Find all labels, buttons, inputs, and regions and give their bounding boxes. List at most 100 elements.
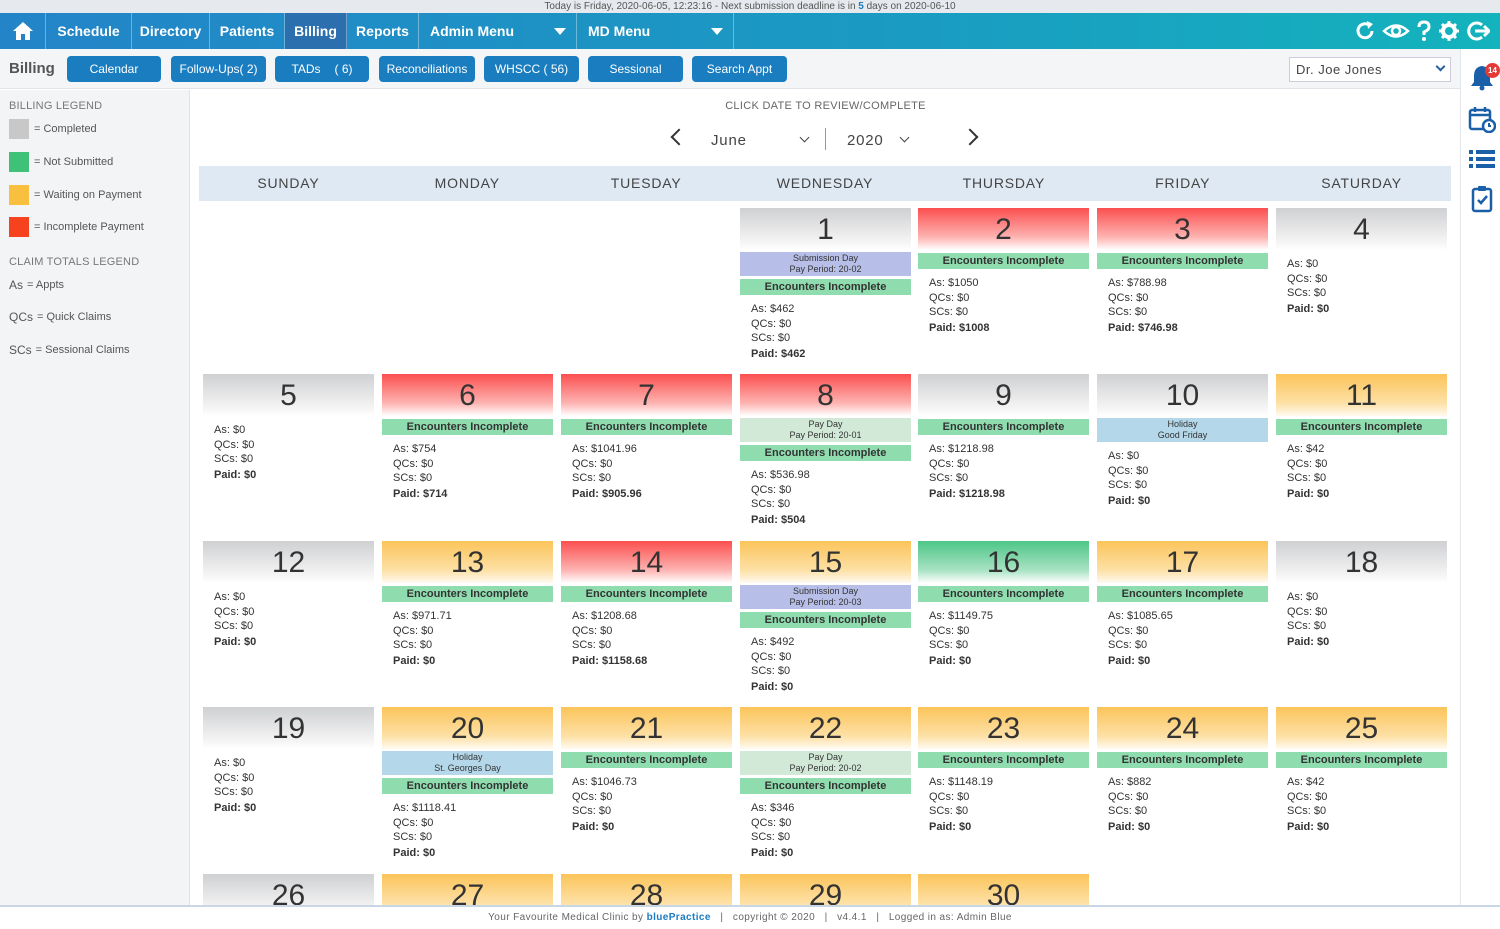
encounters-incomplete-badge[interactable]: Encounters Incomplete [918, 586, 1089, 602]
whscc-button[interactable]: WHSCC ( 56) [484, 56, 579, 82]
encounters-incomplete-badge[interactable]: Encounters Incomplete [740, 279, 911, 295]
chevron-down-icon[interactable] [899, 132, 910, 143]
paid-value: $0 [243, 468, 257, 481]
nav-reports[interactable]: Reports [347, 13, 419, 49]
help-icon[interactable] [1416, 20, 1432, 42]
calendar-day[interactable]: 15 Submission Day Pay Period: 20-03 Encount… [740, 541, 911, 694]
encounters-incomplete-badge[interactable]: Encounters Incomplete [561, 752, 732, 768]
calendar-day[interactable]: 16 Encounters Incomplete As: $1149.75 QCs: … [918, 541, 1089, 668]
chevron-down-icon [1435, 61, 1446, 72]
search-appt-button[interactable]: Search Appt [692, 56, 787, 82]
calendar-button[interactable]: Calendar [67, 56, 161, 82]
sessional-button[interactable]: Sessional [588, 56, 683, 82]
paid-value: $0 [1137, 820, 1151, 833]
appts-total: As: $346 [751, 802, 795, 814]
calendar-day[interactable]: 3 Encounters Incomplete As: $788.98 QCs: $0… [1097, 208, 1268, 335]
encounters-incomplete-badge[interactable]: Encounters Incomplete [1276, 419, 1447, 435]
calendar-day[interactable]: 9 Encounters Incomplete As: $1218.98 QCs: $… [918, 374, 1089, 501]
qcs-value: $0 [779, 483, 792, 496]
nav-billing[interactable]: Billing [285, 13, 347, 49]
quick-claims-total: QCs: $0 [1287, 605, 1328, 618]
calendar-day[interactable]: 26 [203, 874, 374, 905]
calendar-day[interactable]: 4 As: $0 QCs: $0 SCs: $0 Paid: $0 [1276, 208, 1447, 316]
nav-schedule[interactable]: Schedule [46, 13, 132, 49]
calendar-day[interactable]: 30 [918, 874, 1089, 905]
legend-item-incomplete: = Incomplete Payment [9, 217, 144, 237]
calendar-day[interactable]: 22 Pay Day Pay Period: 20-02 Encounters Inc… [740, 707, 911, 860]
day-number: 17 [1097, 541, 1268, 583]
calendar-day[interactable]: 1 Submission Day Pay Period: 20-02 Encounte… [740, 208, 911, 361]
calendar-day[interactable]: 23 Encounters Incomplete As: $1148.19 QCs: … [918, 707, 1089, 834]
legend-abbr: As [9, 278, 24, 292]
footer: Your Favourite Medical Clinic by bluePra… [0, 905, 1500, 929]
list-icon[interactable] [1468, 145, 1496, 173]
gear-icon[interactable] [1438, 20, 1460, 42]
calendar-day[interactable]: 10 Holiday Good Friday As: $0 QCs: $0 SCs: $0… [1097, 374, 1268, 508]
appts-value: $0 [1305, 258, 1319, 270]
encounters-incomplete-badge[interactable]: Encounters Incomplete [918, 419, 1089, 435]
encounters-incomplete-badge[interactable]: Encounters Incomplete [382, 419, 553, 435]
encounters-incomplete-badge[interactable]: Encounters Incomplete [561, 419, 732, 435]
refresh-icon[interactable] [1354, 20, 1376, 42]
next-month-arrow-icon[interactable] [961, 128, 979, 146]
admin-menu-dropdown[interactable]: Admin Menu [419, 13, 577, 49]
eye-icon[interactable] [1382, 20, 1410, 42]
quick-claims-total: QCs: $0 [929, 790, 970, 803]
calendar-day[interactable]: 2 Encounters Incomplete As: $1050 QCs: $0 SC… [918, 208, 1089, 335]
calendar-day[interactable]: 13 Encounters Incomplete As: $971.71 QCs: $… [382, 541, 553, 668]
paid-total: Paid: $504 [751, 513, 806, 526]
encounters-incomplete-badge[interactable]: Encounters Incomplete [1097, 253, 1268, 269]
tads-button[interactable]: TADs ( 6) [275, 56, 369, 82]
qcs-value: $0 [421, 624, 434, 637]
calendar-day[interactable]: 14 Encounters Incomplete As: $1208.68 QCs: … [561, 541, 732, 668]
reconciliations-button[interactable]: Reconciliations [379, 56, 475, 82]
encounters-incomplete-badge[interactable]: Encounters Incomplete [1276, 752, 1447, 768]
encounters-incomplete-badge[interactable]: Encounters Incomplete [740, 445, 911, 461]
calendar-day[interactable]: 11 Encounters Incomplete As: $42 QCs: $0 SCs… [1276, 374, 1447, 501]
calendar-day[interactable]: 19 As: $0 QCs: $0 SCs: $0 Paid: $0 [203, 707, 374, 815]
scs-value: $0 [1313, 472, 1327, 484]
encounters-incomplete-badge[interactable]: Encounters Incomplete [561, 586, 732, 602]
calendar-day[interactable]: 20 Holiday St. Georges Day Encounters Incom… [382, 707, 553, 860]
calendar-day[interactable]: 18 As: $0 QCs: $0 SCs: $0 Paid: $0 [1276, 541, 1447, 649]
md-menu-dropdown[interactable]: MD Menu [577, 13, 734, 49]
home-button[interactable] [0, 13, 46, 49]
encounters-incomplete-badge[interactable]: Encounters Incomplete [740, 778, 911, 794]
calendar-clock-icon[interactable] [1468, 105, 1496, 133]
day-number: 15 [740, 541, 911, 583]
encounters-incomplete-badge[interactable]: Encounters Incomplete [1097, 586, 1268, 602]
year-select[interactable]: 2020 [847, 132, 884, 149]
encounters-incomplete-badge[interactable]: Encounters Incomplete [382, 586, 553, 602]
scs-value: $0 [955, 639, 969, 651]
calendar-day[interactable]: 29 [740, 874, 911, 905]
calendar-day[interactable]: 24 Encounters Incomplete As: $882 QCs: $0 SC… [1097, 707, 1268, 834]
encounters-incomplete-badge[interactable]: Encounters Incomplete [740, 612, 911, 628]
appts-value: $788.98 [1126, 277, 1167, 289]
prev-month-arrow-icon[interactable] [670, 128, 688, 146]
appts-value: $1149.75 [947, 610, 994, 622]
month-select[interactable]: June [711, 132, 747, 149]
encounters-incomplete-badge[interactable]: Encounters Incomplete [382, 778, 553, 794]
encounters-incomplete-badge[interactable]: Encounters Incomplete [1097, 752, 1268, 768]
encounters-incomplete-badge[interactable]: Encounters Incomplete [918, 752, 1089, 768]
calendar-day[interactable]: 28 [561, 874, 732, 905]
calendar-day[interactable]: 17 Encounters Incomplete As: $1085.65 QCs: … [1097, 541, 1268, 668]
clipboard-icon[interactable] [1468, 185, 1496, 213]
logout-icon[interactable] [1466, 20, 1490, 42]
nav-directory[interactable]: Directory [132, 13, 210, 49]
calendar-day[interactable]: 27 [382, 874, 553, 905]
billing-toolbar: Billing Calendar Follow-Ups( 2) TADs ( 6)… [0, 49, 1460, 89]
calendar-day[interactable]: 12 As: $0 QCs: $0 SCs: $0 Paid: $0 [203, 541, 374, 649]
doctor-select[interactable]: Dr. Joe Jones [1289, 57, 1451, 82]
calendar-day[interactable]: 7 Encounters Incomplete As: $1041.96 QCs: $… [561, 374, 732, 501]
scs-value: $0 [955, 805, 969, 817]
calendar-day[interactable]: 8 Pay Day Pay Period: 20-01 Encounters Inco… [740, 374, 911, 527]
nav-patients[interactable]: Patients [210, 13, 285, 49]
chevron-down-icon[interactable] [799, 132, 810, 143]
calendar-day[interactable]: 5 As: $0 QCs: $0 SCs: $0 Paid: $0 [203, 374, 374, 482]
calendar-day[interactable]: 6 Encounters Incomplete As: $754 QCs: $0 SCs… [382, 374, 553, 501]
calendar-day[interactable]: 25 Encounters Incomplete As: $42 QCs: $0 SCs… [1276, 707, 1447, 834]
followups-button[interactable]: Follow-Ups( 2) [171, 56, 266, 82]
encounters-incomplete-badge[interactable]: Encounters Incomplete [918, 253, 1089, 269]
calendar-day[interactable]: 21 Encounters Incomplete As: $1046.73 QCs: … [561, 707, 732, 834]
